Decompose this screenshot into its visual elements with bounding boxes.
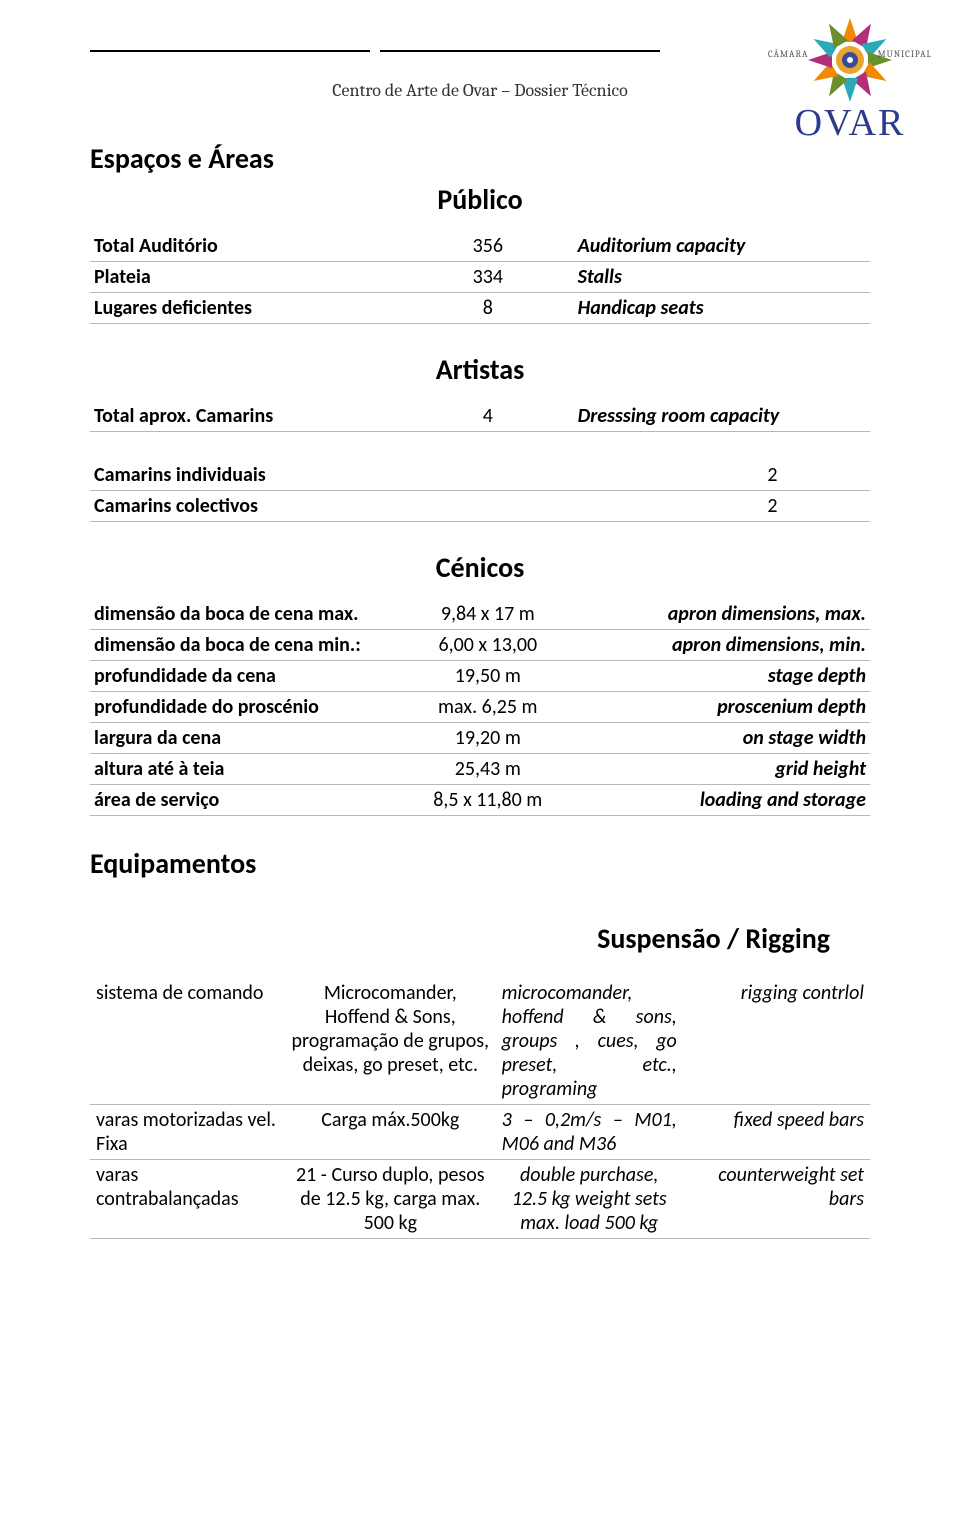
table-row: Plateia334Stalls: [90, 262, 870, 293]
table-artistas-sub: Camarins individuais2Camarins colectivos…: [90, 460, 870, 522]
table-row: Camarins individuais2: [90, 460, 870, 491]
table-row: profundidade do proscéniomax. 6,25 mpros…: [90, 692, 870, 723]
cell-val: 8: [402, 293, 574, 324]
cell-pt: Camarins individuais: [90, 460, 675, 491]
cell-pt: área de serviço: [90, 785, 402, 816]
cell-en: Stalls: [574, 262, 870, 293]
table-row: dimensão da boca de cena min.:6,00 x 13,…: [90, 630, 870, 661]
cell-desc-en: 3 – 0,2m/s – M01, M06 and M36: [496, 1105, 683, 1160]
heading-artistas: Artistas: [90, 352, 870, 387]
cell-en: counterweight set bars: [683, 1160, 870, 1239]
table-row: Camarins colectivos2: [90, 491, 870, 522]
cell-val: 356: [402, 231, 574, 262]
table-artistas-main: Total aprox. Camarins 4 Dresssing room c…: [90, 401, 870, 432]
table-row: dimensão da boca de cena max.9,84 x 17 m…: [90, 599, 870, 630]
cell-val: 9,84 x 17 m: [402, 599, 574, 630]
table-row: área de serviço8,5 x 11,80 mloading and …: [90, 785, 870, 816]
cell-val: 19,50 m: [402, 661, 574, 692]
table-row: sistema de comandoMicrocomander, Hoffend…: [90, 978, 870, 1105]
cell-pt: Camarins colectivos: [90, 491, 675, 522]
header-rules: [90, 30, 870, 70]
cell-desc: Microcomander, Hoffend & Sons, programaç…: [285, 978, 496, 1105]
cell-pt: Lugares deficientes: [90, 293, 402, 324]
cell-en: Handicap seats: [574, 293, 870, 324]
table-row: varas contrabalançadas21 - Curso duplo, …: [90, 1160, 870, 1239]
cell-val: 6,00 x 13,00: [402, 630, 574, 661]
cell-en: grid height: [574, 754, 870, 785]
cell-val: max. 6,25 m: [402, 692, 574, 723]
cell-pt: largura da cena: [90, 723, 402, 754]
table-cenicos: dimensão da boca de cena max.9,84 x 17 m…: [90, 599, 870, 816]
heading-equipamentos: Equipamentos: [90, 846, 870, 881]
cell-en: stage depth: [574, 661, 870, 692]
cell-en: on stage width: [574, 723, 870, 754]
doc-subtitle: Centro de Arte de Ovar – Dossier Técnico: [90, 80, 870, 101]
heading-espacos-areas: Espaços e Áreas: [90, 141, 870, 176]
cell-pt: altura até à teia: [90, 754, 402, 785]
cell-desc-en: microcomander, hoffend & sons, groups , …: [496, 978, 683, 1105]
table-row: profundidade da cena19,50 mstage depth: [90, 661, 870, 692]
cell-val: 19,20 m: [402, 723, 574, 754]
heading-cenicos: Cénicos: [90, 550, 870, 585]
cell-pt: Total Auditório: [90, 231, 402, 262]
cell-en: proscenium depth: [574, 692, 870, 723]
heading-publico: Público: [90, 182, 870, 217]
cell-desc: 21 - Curso duplo, pesos de 12.5 kg, carg…: [285, 1160, 496, 1239]
cell-pt: Plateia: [90, 262, 402, 293]
cell-desc: Carga máx.500kg: [285, 1105, 496, 1160]
table-row: varas motorizadas vel. FixaCarga máx.500…: [90, 1105, 870, 1160]
cell-pt: sistema de comando: [90, 978, 285, 1105]
cell-pt: profundidade da cena: [90, 661, 402, 692]
cell-pt: varas contrabalançadas: [90, 1160, 285, 1239]
cell-en: Auditorium capacity: [574, 231, 870, 262]
table-row: largura da cena19,20 mon stage width: [90, 723, 870, 754]
cell-pt: varas motorizadas vel. Fixa: [90, 1105, 285, 1160]
cell-pt: profundidade do proscénio: [90, 692, 402, 723]
cell-en: rigging contrlol: [683, 978, 870, 1105]
logo-camara-right: MUNICIPAL: [878, 50, 932, 60]
cell-desc-en: double purchase, 12.5 kg weight sets max…: [496, 1160, 683, 1239]
cell-val: 334: [402, 262, 574, 293]
table-row: Total Auditório356Auditorium capacity: [90, 231, 870, 262]
cell-pt: Total aprox. Camarins: [90, 401, 402, 432]
table-row: altura até à teia25,43 mgrid height: [90, 754, 870, 785]
page: CÂMARA MUNICIPAL OVAR Centro de Arte de …: [0, 0, 960, 1513]
cell-val: 2: [675, 460, 870, 491]
cell-val: 2: [675, 491, 870, 522]
heading-rigging: Suspensão / Rigging: [90, 921, 870, 956]
cell-en: Dresssing room capacity: [574, 401, 870, 432]
cell-val: 25,43 m: [402, 754, 574, 785]
table-row: Total aprox. Camarins 4 Dresssing room c…: [90, 401, 870, 432]
cell-val: 8,5 x 11,80 m: [402, 785, 574, 816]
logo-ovar-text: OVAR: [760, 101, 940, 145]
cell-en: loading and storage: [574, 785, 870, 816]
cell-val: 4: [402, 401, 574, 432]
cell-en: apron dimensions, min.: [574, 630, 870, 661]
cell-en: apron dimensions, max.: [574, 599, 870, 630]
table-row: Lugares deficientes8Handicap seats: [90, 293, 870, 324]
cell-pt: dimensão da boca de cena max.: [90, 599, 402, 630]
cell-pt: dimensão da boca de cena min.:: [90, 630, 402, 661]
table-rigging: sistema de comandoMicrocomander, Hoffend…: [90, 978, 870, 1239]
cell-en: fixed speed bars: [683, 1105, 870, 1160]
table-publico: Total Auditório356Auditorium capacityPla…: [90, 231, 870, 324]
